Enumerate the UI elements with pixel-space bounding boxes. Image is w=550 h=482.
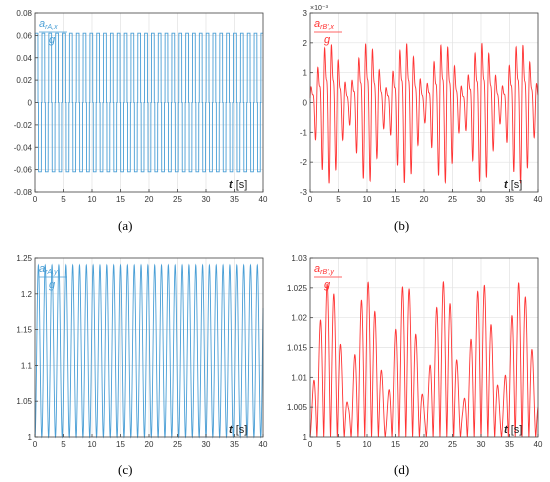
y-axis-label-denominator: g bbox=[49, 34, 56, 46]
chart-c: 0 5 10 15 20 25 30 35 40 1 1.05 1.1 1.15 1.2 1.25 arA,y… bbox=[16, 254, 268, 449]
y-tick-label: 1 bbox=[303, 69, 308, 78]
x-tick-label: 10 bbox=[363, 440, 372, 449]
x-tick-label: 0 bbox=[308, 195, 313, 204]
x-tick-label: 15 bbox=[116, 195, 125, 204]
y-axis-label-numerator: arA,x bbox=[39, 18, 58, 31]
y-axis-label-denominator: g bbox=[324, 34, 331, 46]
x-tick-label: 5 bbox=[336, 440, 341, 449]
y-tick-label: 0.04 bbox=[16, 54, 32, 63]
y-tick-label: 1.2 bbox=[21, 290, 33, 299]
y-tick-label: 2 bbox=[303, 39, 308, 48]
y-axis-label-denominator: g bbox=[324, 279, 331, 291]
x-tick-label: 25 bbox=[448, 440, 457, 449]
series-line bbox=[309, 42, 539, 185]
y-tick-label: 1.1 bbox=[21, 361, 33, 370]
y-tick-label: 1.05 bbox=[16, 397, 32, 406]
series-line bbox=[34, 263, 264, 439]
x-tick-label: 0 bbox=[308, 440, 313, 449]
y-tick-label: -2 bbox=[300, 158, 308, 167]
series-line bbox=[34, 32, 263, 173]
y-axis-label-numerator: arB',y bbox=[314, 263, 334, 276]
x-tick-label: 30 bbox=[202, 440, 211, 449]
y-tick-label: 0 bbox=[303, 99, 308, 108]
y-tick-label: 0.02 bbox=[16, 76, 32, 85]
y-tick-label: 1 bbox=[28, 433, 33, 442]
x-tick-label: 5 bbox=[336, 195, 341, 204]
y-tick-label: -0.04 bbox=[14, 143, 33, 152]
x-tick-label: 25 bbox=[173, 195, 182, 204]
x-tick-label: 40 bbox=[534, 195, 543, 204]
caption-c: (c) bbox=[118, 462, 133, 477]
x-tick-label: 35 bbox=[505, 440, 514, 449]
y-tick-label: -0.08 bbox=[14, 188, 33, 197]
y-tick-label: 1.02 bbox=[291, 314, 307, 323]
x-tick-label: 0 bbox=[33, 440, 38, 449]
y-axis-label-denominator: g bbox=[49, 279, 56, 291]
chart-d: 0 5 10 15 20 25 30 35 40 1 1.005 1.01 1.015 1.02 1.025… bbox=[287, 254, 543, 449]
x-tick-label: 15 bbox=[391, 440, 400, 449]
x-axis-label: t [s] bbox=[504, 424, 522, 436]
caption-b: (b) bbox=[394, 218, 410, 233]
y-axis-label-numerator: arA,y bbox=[39, 263, 58, 276]
y-tick-label: 1.01 bbox=[291, 373, 307, 382]
x-tick-label: 0 bbox=[33, 195, 38, 204]
x-tick-label: 35 bbox=[230, 195, 239, 204]
x-tick-label: 30 bbox=[202, 195, 211, 204]
x-tick-label: 35 bbox=[505, 195, 514, 204]
x-tick-label: 40 bbox=[534, 440, 543, 449]
series-line bbox=[309, 280, 539, 438]
caption-d: (d) bbox=[394, 462, 410, 477]
x-tick-label: 15 bbox=[391, 195, 400, 204]
y-tick-label: 1.005 bbox=[287, 403, 308, 412]
y-tick-label: 0.06 bbox=[16, 31, 32, 40]
x-tick-label: 20 bbox=[145, 440, 154, 449]
y-tick-label: -0.06 bbox=[14, 166, 33, 175]
y-axis-label-numerator: arB',x bbox=[314, 18, 334, 31]
x-axis-label: t [s] bbox=[229, 424, 247, 436]
y-tick-label: 1.03 bbox=[291, 254, 307, 263]
x-tick-label: 15 bbox=[116, 440, 125, 449]
y-tick-label: 1 bbox=[303, 433, 308, 442]
y-tick-label: 0.08 bbox=[16, 9, 32, 18]
x-tick-label: 30 bbox=[477, 195, 486, 204]
x-tick-label: 35 bbox=[230, 440, 239, 449]
x-tick-label: 40 bbox=[259, 440, 268, 449]
x-tick-label: 10 bbox=[363, 195, 372, 204]
y-axis-exponent: ×10⁻³ bbox=[310, 5, 329, 12]
y-tick-label: 3 bbox=[303, 9, 308, 18]
x-tick-label: 5 bbox=[61, 195, 66, 204]
y-tick-label: 1.025 bbox=[287, 284, 308, 293]
x-axis-label: t [s] bbox=[504, 179, 522, 191]
y-tick-label: 1.15 bbox=[16, 326, 32, 335]
y-tick-label: 1.015 bbox=[287, 344, 308, 353]
x-tick-label: 30 bbox=[477, 440, 486, 449]
y-tick-label: -1 bbox=[300, 128, 308, 137]
x-tick-label: 20 bbox=[420, 195, 429, 204]
caption-a: (a) bbox=[118, 218, 133, 233]
chart-b: 0 5 10 15 20 25 30 35 40 -3 -2 -1 0 1 2 3 arB',x g ×10⁻³ t … bbox=[300, 5, 543, 204]
x-tick-label: 5 bbox=[61, 440, 66, 449]
x-tick-label: 25 bbox=[448, 195, 457, 204]
x-tick-label: 20 bbox=[145, 195, 154, 204]
y-tick-label: 0 bbox=[28, 99, 33, 108]
x-tick-label: 20 bbox=[420, 440, 429, 449]
y-tick-label: -0.02 bbox=[14, 121, 33, 130]
y-tick-label: 1.25 bbox=[16, 254, 32, 263]
x-axis-label: t [s] bbox=[229, 179, 247, 191]
y-tick-label: -3 bbox=[300, 188, 308, 197]
x-tick-label: 40 bbox=[259, 195, 268, 204]
x-tick-label: 10 bbox=[88, 195, 97, 204]
chart-a: 0 5 10 15 20 25 30 35 40 -0.08 -0.06 -0.04 -0.02 0 0.0… bbox=[14, 9, 268, 204]
x-tick-label: 10 bbox=[88, 440, 97, 449]
x-tick-label: 25 bbox=[173, 440, 182, 449]
